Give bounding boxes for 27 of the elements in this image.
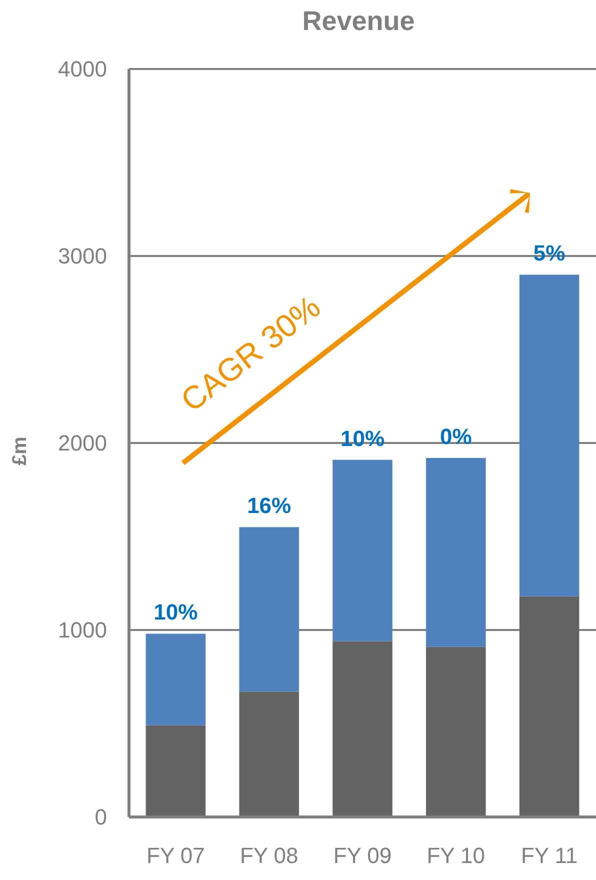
annotation: 10% [154,600,198,625]
y-tick-label: 2000 [58,430,107,456]
y-tick-label: 0 [94,804,107,830]
x-tick-label: FY 09 [333,843,392,868]
bar [146,725,206,817]
bar [426,646,486,817]
y-tick-label: 4000 [58,56,107,82]
bar [426,458,486,647]
annotation: 10% [340,426,385,451]
bar [519,596,580,817]
y-tick-label: 3000 [58,244,107,269]
bar [332,460,392,642]
y-axis-title: £m [9,436,31,466]
bar [146,634,206,726]
x-tick-label: FY 10 [426,843,486,868]
annotation: 16% [247,493,292,518]
x-tick-label: FY 08 [240,843,298,868]
x-tick-label: FY 11 [520,843,578,868]
bar [239,527,299,692]
annotation: 0% [440,424,472,449]
x-tick-label: FY 07 [146,843,205,868]
bar [519,274,580,596]
annotation: 5% [533,240,566,266]
y-tick-label: 1000 [58,618,107,643]
bar [332,641,392,817]
chart-title: Revenue [302,6,415,36]
bar [239,692,299,817]
